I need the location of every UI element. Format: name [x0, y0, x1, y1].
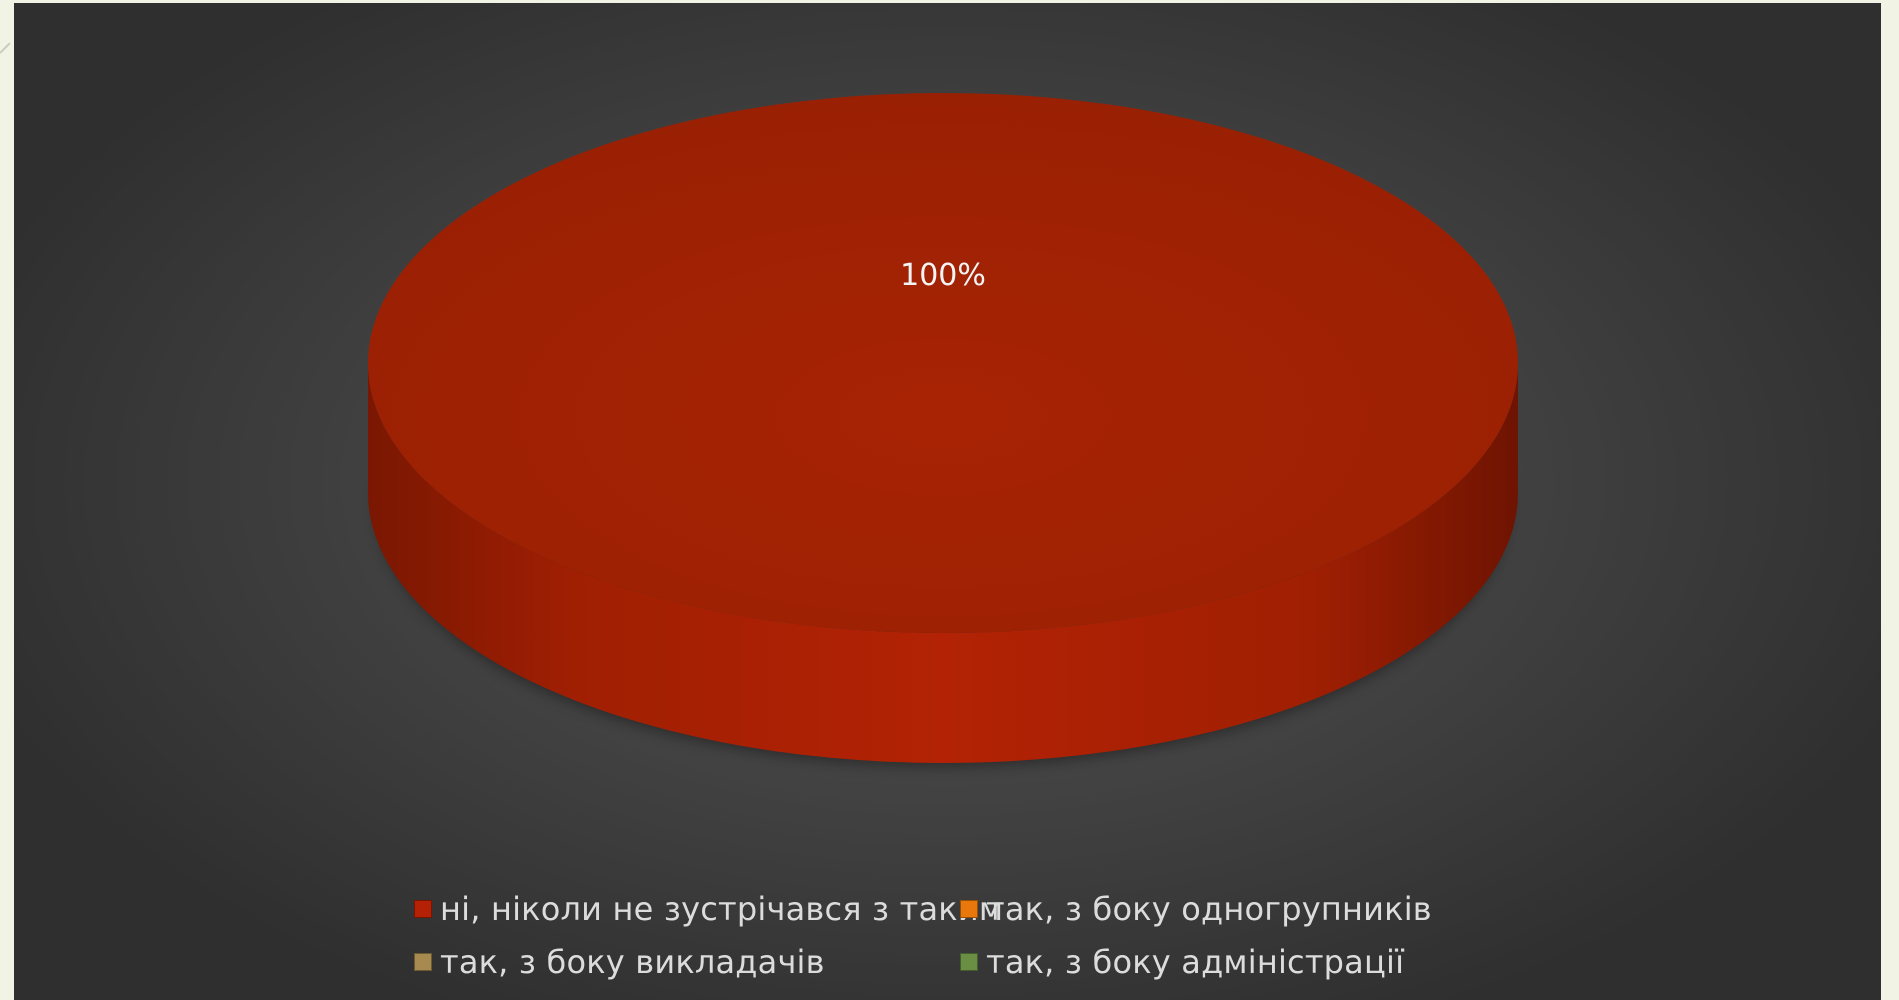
legend-item-groupmates: так, з боку одногрупників — [960, 883, 1432, 935]
legend-swatch-teachers — [414, 953, 432, 971]
legend-label-administration: так, з боку адміністрації — [986, 943, 1405, 981]
pie-data-label: 100% — [900, 258, 986, 293]
chart-area: 100% ні, ніколи не зустрічався з таким т… — [14, 3, 1881, 1000]
legend-item-administration: так, з боку адміністрації — [960, 936, 1404, 988]
legend-label-never: ні, ніколи не зустрічався з таким — [440, 890, 1004, 928]
legend-item-teachers: так, з боку викладачів — [414, 936, 825, 988]
legend-swatch-groupmates — [960, 900, 978, 918]
legend-swatch-administration — [960, 953, 978, 971]
legend-label-groupmates: так, з боку одногрупників — [986, 890, 1432, 928]
legend-swatch-never — [414, 900, 432, 918]
legend-label-teachers: так, з боку викладачів — [440, 943, 825, 981]
pie-slice-side — [368, 363, 1518, 763]
pie-chart: 100% — [368, 93, 1518, 765]
pie-slice — [368, 93, 1518, 633]
legend-item-never: ні, ніколи не зустрічався з таким — [414, 883, 1003, 935]
chart-legend: ні, ніколи не зустрічався з таким так, з… — [414, 883, 1432, 993]
slide-margin — [0, 0, 16, 1000]
slide-decoration-line — [0, 42, 11, 54]
